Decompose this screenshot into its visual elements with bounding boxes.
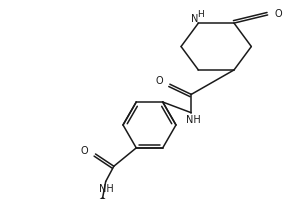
Text: O: O — [155, 76, 163, 86]
Text: NH: NH — [186, 115, 201, 125]
Text: H: H — [197, 10, 204, 19]
Text: O: O — [275, 9, 282, 19]
Text: O: O — [81, 146, 88, 156]
Text: N: N — [190, 14, 198, 24]
Text: NH: NH — [99, 184, 114, 194]
